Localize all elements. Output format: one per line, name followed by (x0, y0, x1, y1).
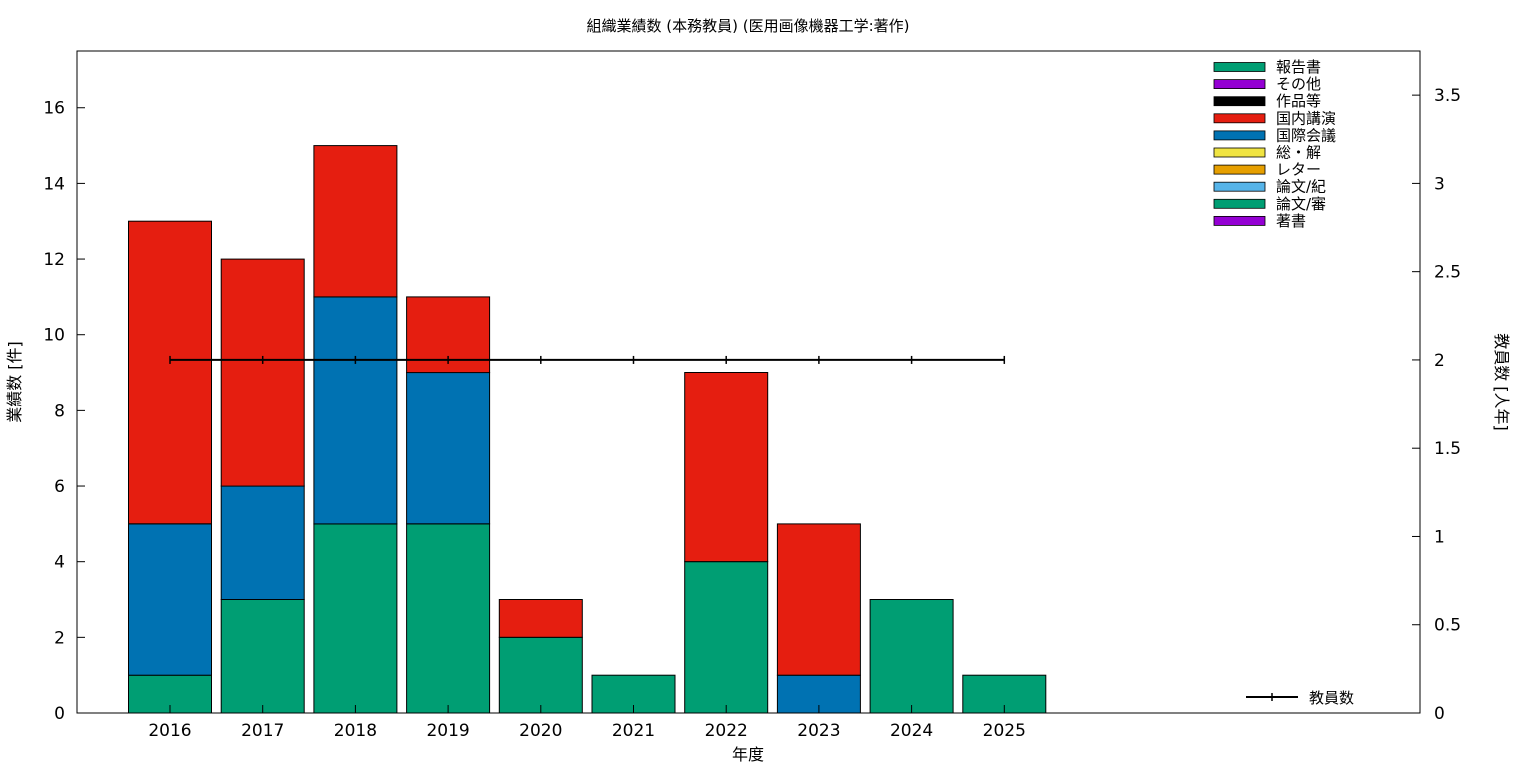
bar-2021-series-1 (591, 674, 676, 714)
legend-swatch (1213, 79, 1266, 89)
legend-label: 論文/紀 (1276, 178, 1326, 196)
bar-2022-series-6 (684, 372, 769, 563)
bar-2016-series-6 (128, 220, 212, 525)
y2-tick-label: 0.5 (1434, 616, 1461, 636)
bar-2024-series-1 (869, 599, 954, 714)
bar-2017-series-1 (220, 599, 305, 714)
x-axis-label: 年度 (732, 745, 764, 764)
legend-label: その他 (1276, 75, 1321, 93)
bar-2017-series-5 (220, 485, 305, 600)
legend-label: 報告書 (1276, 58, 1321, 76)
x-tick-label: 2020 (519, 721, 562, 741)
legend-swatch (1213, 164, 1266, 175)
bars-layer (128, 145, 1047, 714)
y-tick-label: 6 (54, 477, 65, 497)
bar-2019-series-5 (406, 372, 491, 525)
x-tick-label: 2016 (148, 721, 191, 741)
y-tick-label: 16 (43, 99, 65, 119)
bar-2023-series-6 (776, 523, 861, 676)
x-tick-label: 2017 (241, 721, 284, 741)
bar-2020-series-6 (498, 599, 583, 638)
x-tick-label: 2019 (426, 721, 469, 741)
bar-2019-series-1 (406, 523, 491, 714)
legend-swatch (1213, 113, 1266, 124)
chart-title: 組織業績数 (本務教員) (医用画像機器工学:著作) (586, 17, 909, 35)
x-tick-label: 2023 (797, 721, 840, 741)
y2-tick-label: 3 (1434, 174, 1445, 194)
y2-axis: 0 0.5 1 1.5 2 2.5 3 3.5 (1412, 86, 1461, 724)
bar-2017-series-6 (220, 258, 305, 487)
y-tick-label: 4 (54, 553, 65, 573)
legend-label: 著書 (1276, 212, 1306, 230)
legend-swatch (1213, 147, 1266, 158)
y-tick-label: 8 (54, 401, 65, 421)
line-legend: 教員数 (1246, 689, 1354, 707)
legend-swatch (1213, 62, 1266, 72)
legend-swatch (1213, 181, 1266, 192)
bar-2018-series-1 (313, 523, 398, 714)
line-layer (169, 355, 1006, 364)
x-tick-label: 2018 (334, 721, 377, 741)
y2-tick-label: 1 (1434, 527, 1445, 547)
x-tick-label: 2022 (705, 721, 748, 741)
legend-label: レター (1276, 161, 1321, 179)
bar-2018-series-5 (313, 296, 398, 525)
bar-2016-series-5 (128, 523, 212, 676)
y-tick-label: 0 (54, 704, 65, 724)
x-tick-label: 2025 (983, 721, 1026, 741)
y-tick-label: 12 (43, 250, 65, 270)
y-tick-label: 2 (54, 628, 65, 648)
plot-frame (76, 50, 1421, 714)
y-axis-label: 業績数 [件] (5, 341, 24, 423)
y2-tick-label: 2.5 (1434, 263, 1461, 283)
y2-axis-label: 教員数 [人年] (1492, 333, 1511, 431)
y-axis: 0 2 4 6 8 10 12 14 16 (43, 99, 85, 724)
y2-tick-label: 3.5 (1434, 86, 1461, 106)
legend-label: 国内講演 (1276, 109, 1336, 127)
x-tick-label: 2021 (612, 721, 655, 741)
line-legend-label: 教員数 (1309, 689, 1354, 707)
legend-label: 論文/審 (1276, 195, 1326, 213)
bar-2022-series-1 (684, 561, 769, 714)
legend-swatch (1213, 198, 1266, 209)
y2-tick-label: 2 (1434, 351, 1445, 371)
legend-label: 国際会議 (1276, 126, 1336, 144)
x-axis: 2016 2017 2018 2019 2020 2021 2022 2023 2024 2025 (148, 705, 1026, 741)
y-tick-label: 14 (43, 174, 65, 194)
legend-swatch (1213, 130, 1266, 141)
y2-tick-label: 1.5 (1434, 439, 1461, 459)
legend-label: 総・解 (1276, 144, 1321, 162)
bar-2020-series-1 (498, 636, 583, 714)
legend-swatch (1213, 96, 1266, 107)
y2-tick-label: 0 (1434, 704, 1445, 724)
bar-2018-series-6 (313, 145, 398, 298)
y-tick-label: 10 (43, 326, 65, 346)
x-tick-label: 2024 (890, 721, 933, 741)
legend-swatch (1213, 215, 1266, 226)
legend-label: 作品等 (1276, 92, 1321, 110)
